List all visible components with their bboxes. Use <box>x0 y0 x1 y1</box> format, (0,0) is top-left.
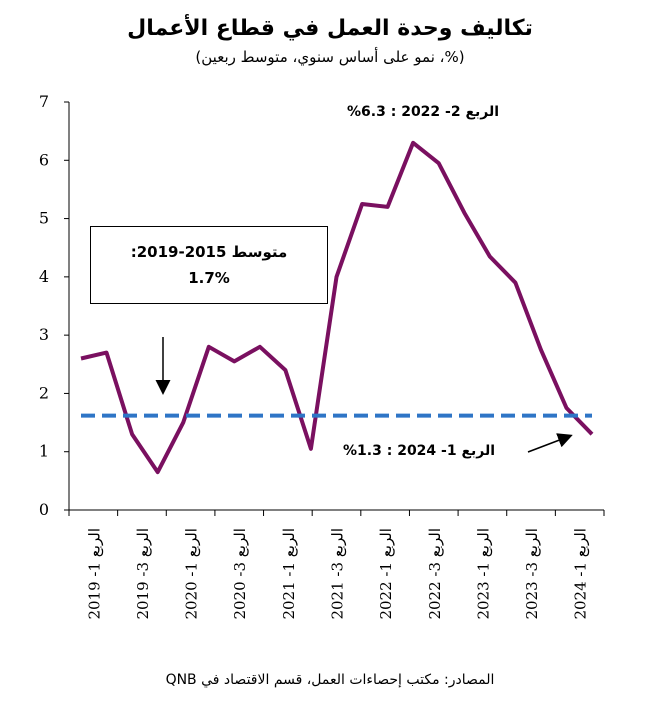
y-tick-label: 3 <box>39 325 49 344</box>
average-annotation-line2: 1.7% <box>188 269 230 287</box>
x-tick-label: الربع 1- 2021 <box>280 528 298 620</box>
source-note: المصادر: مكتب إحصاءات العمل، قسم الاقتصا… <box>165 672 495 688</box>
average-annotation-line1: متوسط 2015-2019: <box>130 243 288 261</box>
latest-arrow <box>527 433 573 453</box>
x-tick-label: الربع 1- 2022 <box>377 528 395 620</box>
y-tick-label: 5 <box>39 209 49 228</box>
x-tick-label: الربع 1- 2024 <box>572 528 590 620</box>
average-annotation-box: متوسط 2015-2019: 1.7% <box>90 226 328 304</box>
x-tick-label: الربع 1- 2020 <box>183 528 201 620</box>
y-tick-label: 2 <box>39 383 49 402</box>
x-tick-label: الربع 3- 2023 <box>523 528 541 620</box>
x-tick-label: الربع 3- 2021 <box>329 528 347 620</box>
x-tick-label: الربع 3- 2019 <box>134 528 152 620</box>
x-tick-label: الربع 1- 2023 <box>474 528 492 620</box>
peak-annotation: الربع 2- 2022 : 6.3% <box>347 104 500 120</box>
x-tick-label: الربع 3- 2020 <box>231 528 249 620</box>
y-tick-label: 6 <box>39 150 49 169</box>
chart-subtitle: (%، نمو على أساس سنوي، متوسط ربعين) <box>195 48 465 66</box>
y-tick-label: 0 <box>39 500 49 519</box>
y-tick-label: 1 <box>39 442 49 461</box>
y-tick-label: 4 <box>39 267 49 286</box>
x-tick-label: الربع 3- 2022 <box>426 528 444 620</box>
x-tick-label: الربع 1- 2019 <box>85 528 103 620</box>
y-tick-label: 7 <box>39 92 49 111</box>
chart-title: تكاليف وحدة العمل في قطاع الأعمال <box>127 16 533 41</box>
latest-annotation: الربع 1- 2024 : 1.3% <box>343 443 496 459</box>
series-line-labor-cost <box>80 140 594 475</box>
